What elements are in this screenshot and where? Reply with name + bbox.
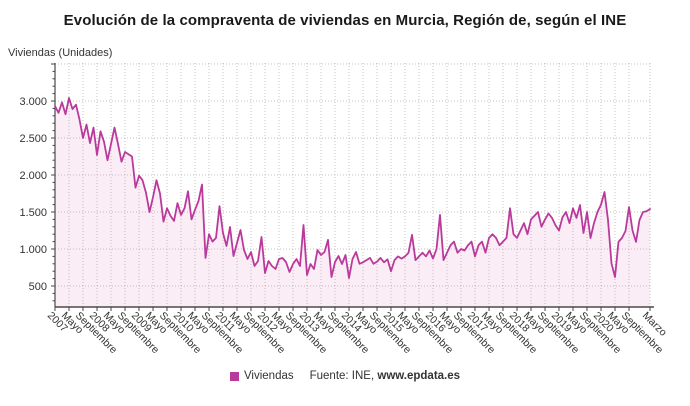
y-tick-label: 500 [29, 281, 47, 293]
y-axis-title: Viviendas (Unidades) [8, 47, 113, 59]
source-text: Fuente: INE, www.epdata.es [310, 370, 460, 382]
source-url: www.epdata.es [377, 370, 461, 382]
series-area-fill [55, 98, 650, 307]
y-tick-label: 2.000 [19, 170, 47, 182]
chart-title: Evolución de la compraventa de viviendas… [63, 12, 627, 29]
y-tick-label: 2.500 [19, 133, 47, 145]
legend-item-viviendas: Viviendas [229, 370, 294, 382]
legend-label: Viviendas [243, 370, 294, 382]
source-prefix: Fuente: INE, [309, 370, 375, 382]
y-tick-label: 1.500 [19, 207, 47, 219]
legend-swatch-icon [229, 371, 239, 381]
y-tick-label: 3.000 [19, 96, 47, 108]
y-tick-label: 1.000 [19, 244, 47, 256]
legend: Viviendas Fuente: INE, www.epdata.es [0, 370, 690, 382]
series-line [54, 97, 651, 279]
